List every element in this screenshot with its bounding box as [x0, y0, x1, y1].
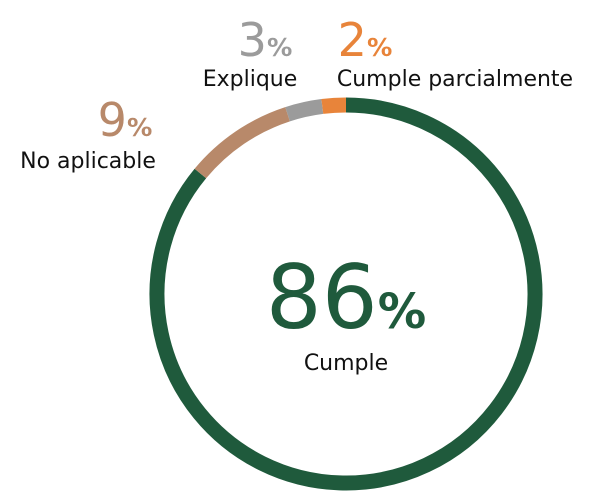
value-unit: % — [127, 113, 152, 142]
value-unit: % — [367, 33, 392, 62]
donut-segment — [285, 99, 324, 122]
value-label: 86% — [266, 246, 426, 349]
donut-segment — [194, 107, 291, 179]
value-label: 9% — [98, 93, 153, 147]
value-unit: % — [267, 33, 292, 62]
value-unit: % — [378, 284, 427, 340]
value-number: 3 — [238, 13, 267, 67]
category-label: Cumple parcialmente — [337, 67, 573, 92]
value-label: 3% — [238, 13, 293, 67]
category-label: Explique — [203, 67, 298, 92]
category-label: Cumple — [304, 351, 388, 376]
donut-segment — [321, 97, 347, 114]
donut-segment — [149, 97, 543, 491]
value-number: 2 — [338, 13, 367, 67]
value-number: 86 — [266, 246, 378, 349]
category-label: No aplicable — [20, 149, 156, 174]
value-number: 9 — [98, 93, 127, 147]
value-label: 2% — [338, 13, 393, 67]
